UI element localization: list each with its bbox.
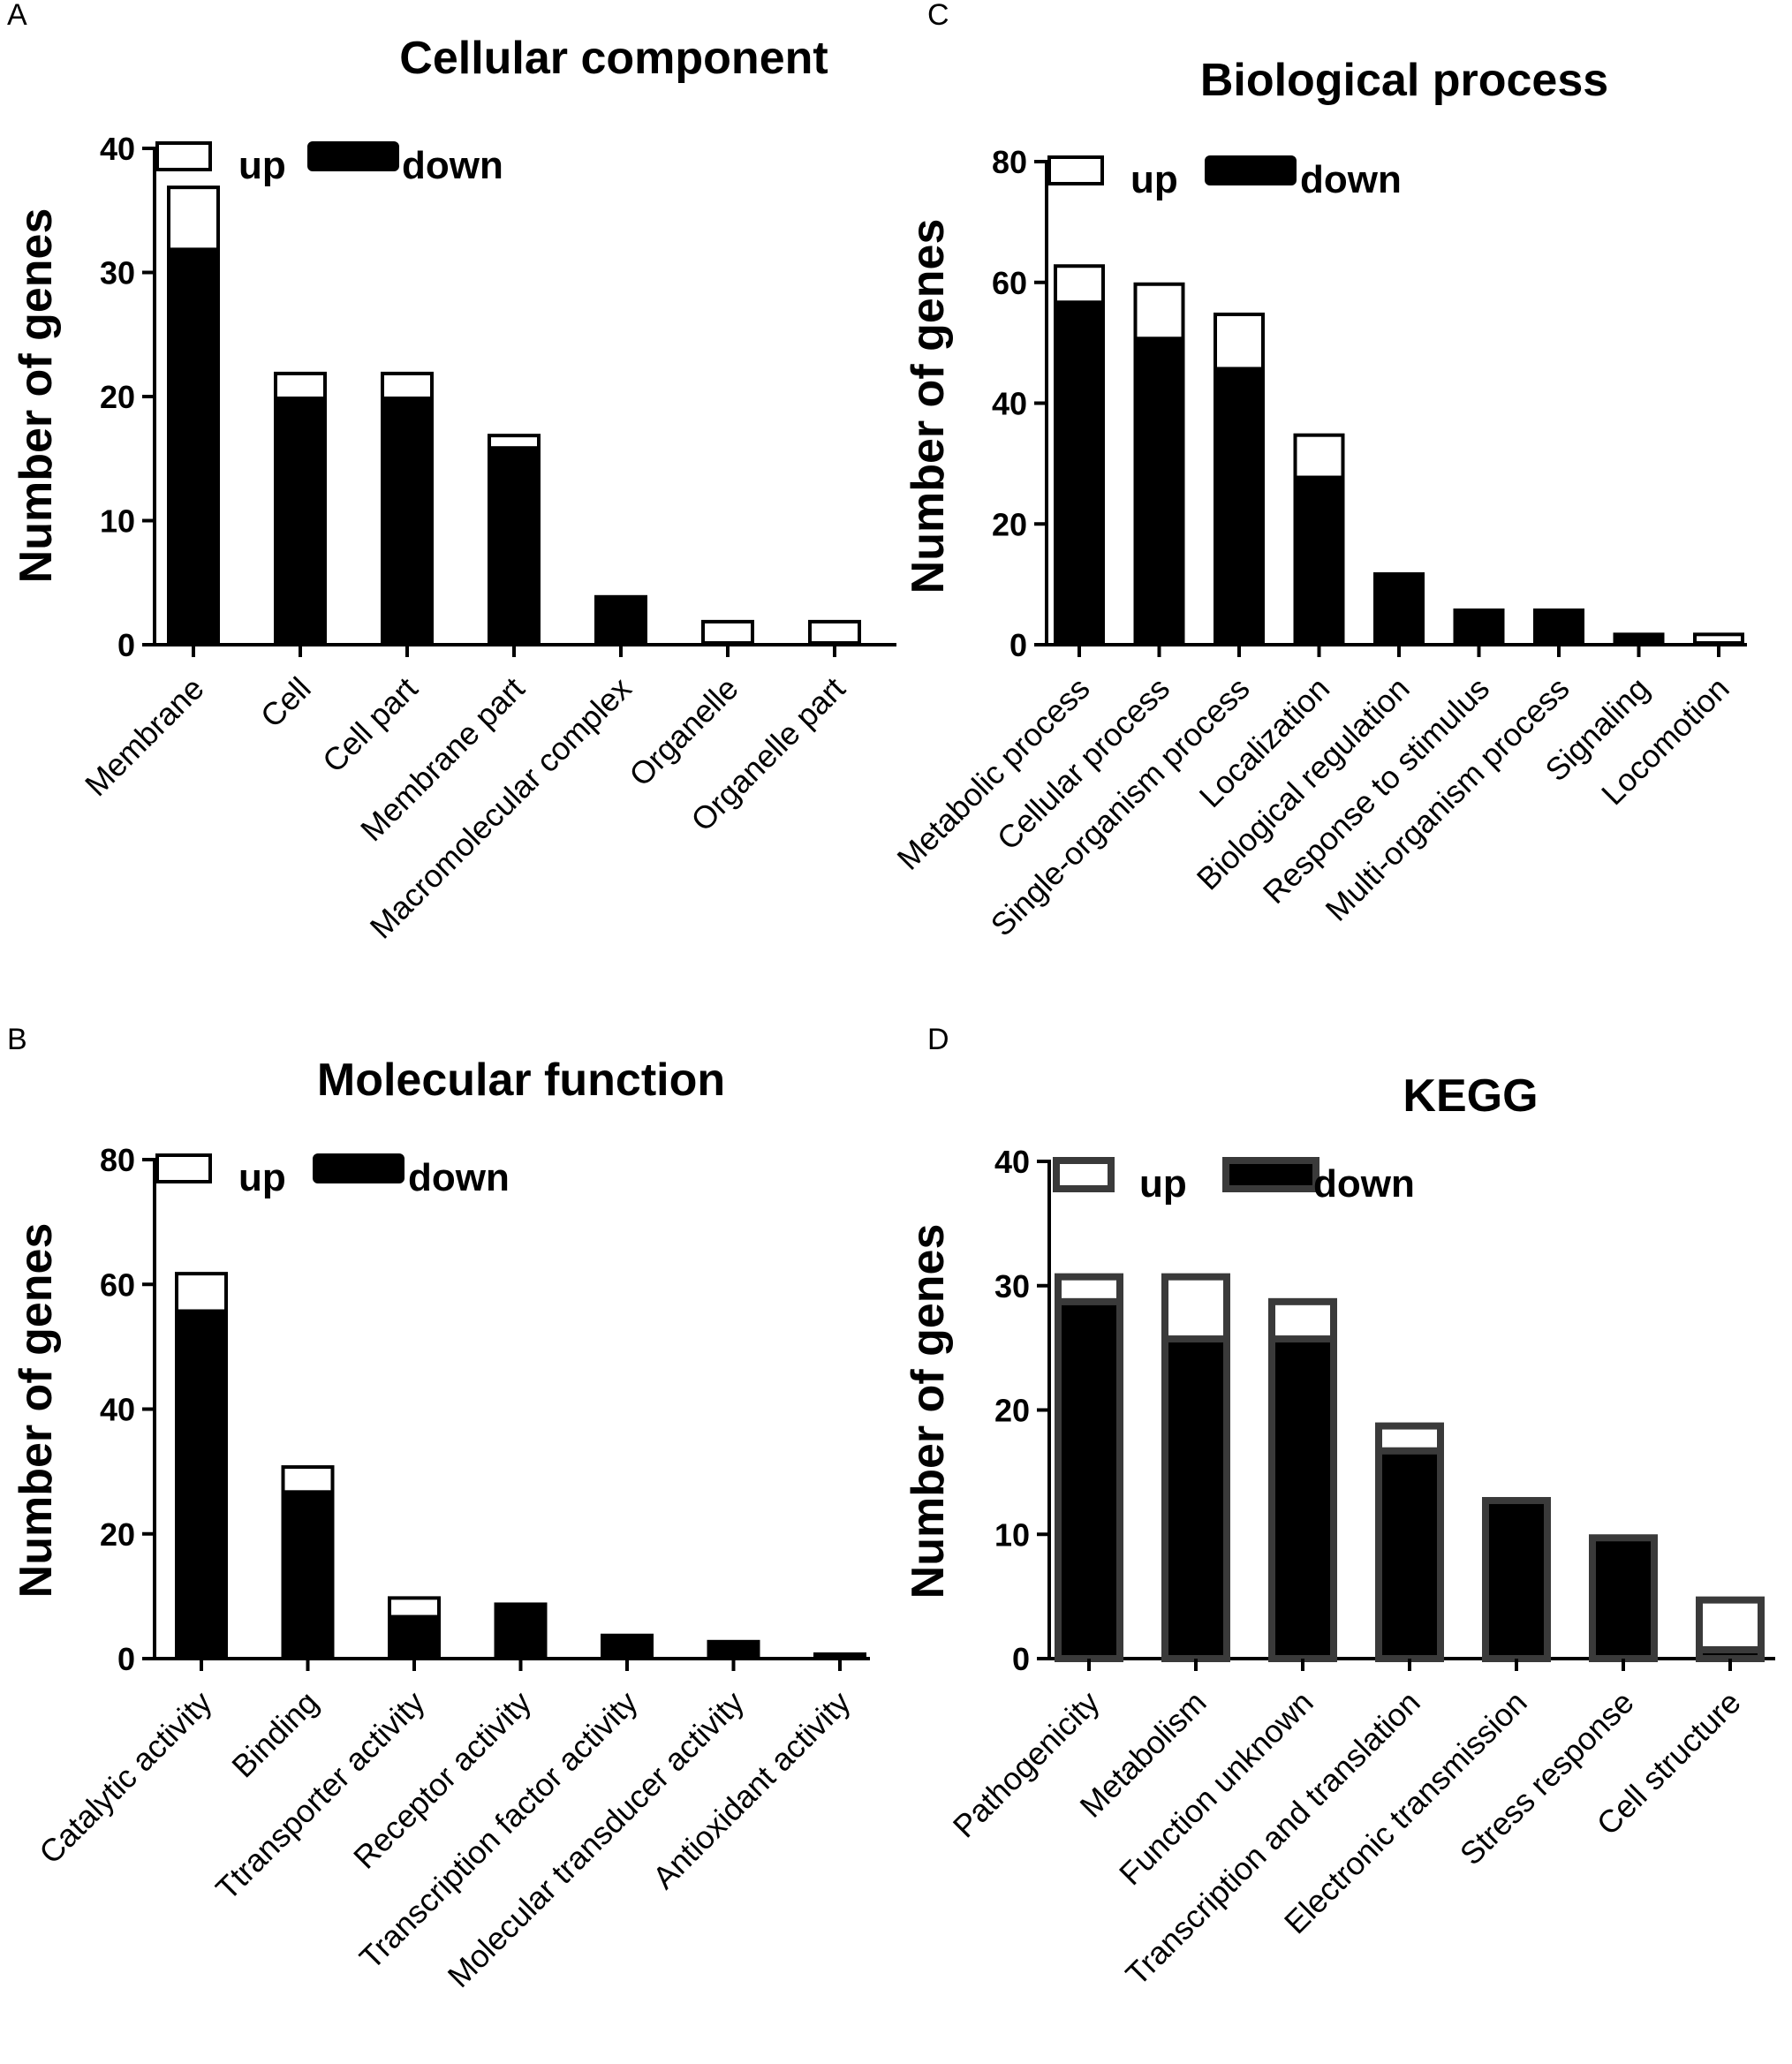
panel-letter: C [927,0,949,32]
legend-swatch-up [155,1153,212,1183]
bar-up-4 [1375,1422,1444,1455]
y-tick-label: 40 [100,131,135,167]
chart-title: KEGG [1403,1070,1538,1122]
bar-down-7 [813,1652,866,1660]
chart-title: Biological process [1200,55,1608,106]
bar-up-3 [1214,312,1265,371]
panel-letter: D [927,1023,949,1056]
legend-swatch-down [313,1153,405,1183]
legend-swatch-down [1222,1157,1319,1192]
y-tick-label: 0 [1009,627,1027,663]
y-tick-label: 40 [992,386,1027,422]
y-tick-label: 30 [994,1268,1030,1304]
y-tick-label: 40 [994,1144,1030,1180]
y-tick-label: 10 [100,503,135,540]
bar-down-8 [1613,632,1665,647]
bar-down-6 [707,1639,760,1660]
bar-up-6 [701,619,754,646]
legend-swatch-down [307,141,399,171]
panel-letter: A [7,0,27,32]
bar-down-1 [1054,300,1105,646]
bar-down-5 [1482,1497,1551,1663]
y-tick-label: 10 [994,1516,1030,1553]
bar-down-3 [1214,367,1265,646]
bar-down-3 [388,1614,441,1660]
bar-up-9 [1693,632,1744,646]
y-tick-label: 0 [117,1641,135,1677]
bar-up-4 [1293,433,1345,480]
y-tick-label: 20 [994,1393,1030,1429]
bar-down-1 [1055,1297,1123,1662]
bar-up-3 [1268,1297,1337,1343]
bar-down-4 [1375,1447,1444,1662]
y-tick-label: 80 [992,144,1027,180]
y-tick-label: 30 [100,255,135,291]
legend: up down [155,1153,510,1199]
legend-label-down: down [1300,158,1402,201]
legend-label-up: up [1139,1162,1187,1206]
bar-down-3 [381,397,434,646]
y-tick-label: 60 [992,265,1027,301]
y-axis-title: Number of genes [11,1223,62,1599]
bar-down-2 [281,1490,335,1660]
legend-label-up: up [238,144,286,187]
legend-label-up: up [1130,158,1178,201]
bar-up-1 [175,1272,228,1313]
legend-swatch-up [1053,1157,1115,1192]
bar-up-1 [167,185,220,252]
bar-up-1 [1055,1273,1123,1305]
legend-label-down: down [1313,1162,1415,1206]
bar-down-1 [167,247,220,646]
y-tick-label: 80 [100,1142,135,1178]
bar-down-7 [1533,608,1584,646]
bar-up-2 [1161,1273,1230,1343]
bar-down-4 [488,446,541,647]
bar-up-4 [488,434,541,450]
bar-up-3 [388,1596,441,1619]
legend-label-up: up [238,1156,286,1199]
bar-up-7 [1696,1596,1765,1653]
bar-down-4 [1293,475,1345,646]
legend-swatch-down [1205,155,1297,185]
bar-down-2 [274,397,327,646]
chart-title: Cellular component [399,33,828,84]
y-tick-label: 0 [1012,1641,1030,1677]
chart-title: Molecular function [317,1055,725,1106]
y-tick-label: 0 [117,627,135,663]
bar-up-3 [381,371,434,400]
legend: up down [155,141,503,187]
y-axis-title: Number of genes [903,219,954,594]
bar-down-5 [601,1633,654,1660]
y-axis-title: Number of genes [903,1224,954,1599]
bar-down-2 [1133,336,1185,646]
bar-up-2 [281,1465,335,1494]
legend-label-down: down [402,144,503,187]
bar-down-6 [1453,608,1505,646]
y-tick-label: 20 [100,1516,135,1553]
legend-swatch-up [155,141,212,171]
bar-up-2 [1133,282,1185,341]
legend: up down [1047,155,1402,201]
bar-down-4 [494,1602,548,1660]
panel-letter: B [7,1023,27,1056]
bar-down-5 [1373,571,1425,647]
bar-up-7 [808,619,861,646]
bar-down-6 [1589,1534,1658,1662]
y-axis-title: Number of genes [11,208,62,584]
bar-down-1 [175,1309,228,1660]
legend-label-down: down [408,1156,510,1199]
bar-down-5 [594,594,647,646]
y-tick-label: 20 [100,379,135,415]
bar-up-1 [1054,264,1105,305]
y-tick-label: 20 [992,506,1027,542]
y-tick-label: 40 [100,1392,135,1428]
legend-swatch-up [1047,155,1104,185]
y-tick-label: 60 [100,1266,135,1303]
bar-down-3 [1268,1335,1337,1663]
bar-down-2 [1161,1335,1230,1663]
legend: up down [1053,1157,1415,1206]
bar-up-2 [274,371,327,400]
